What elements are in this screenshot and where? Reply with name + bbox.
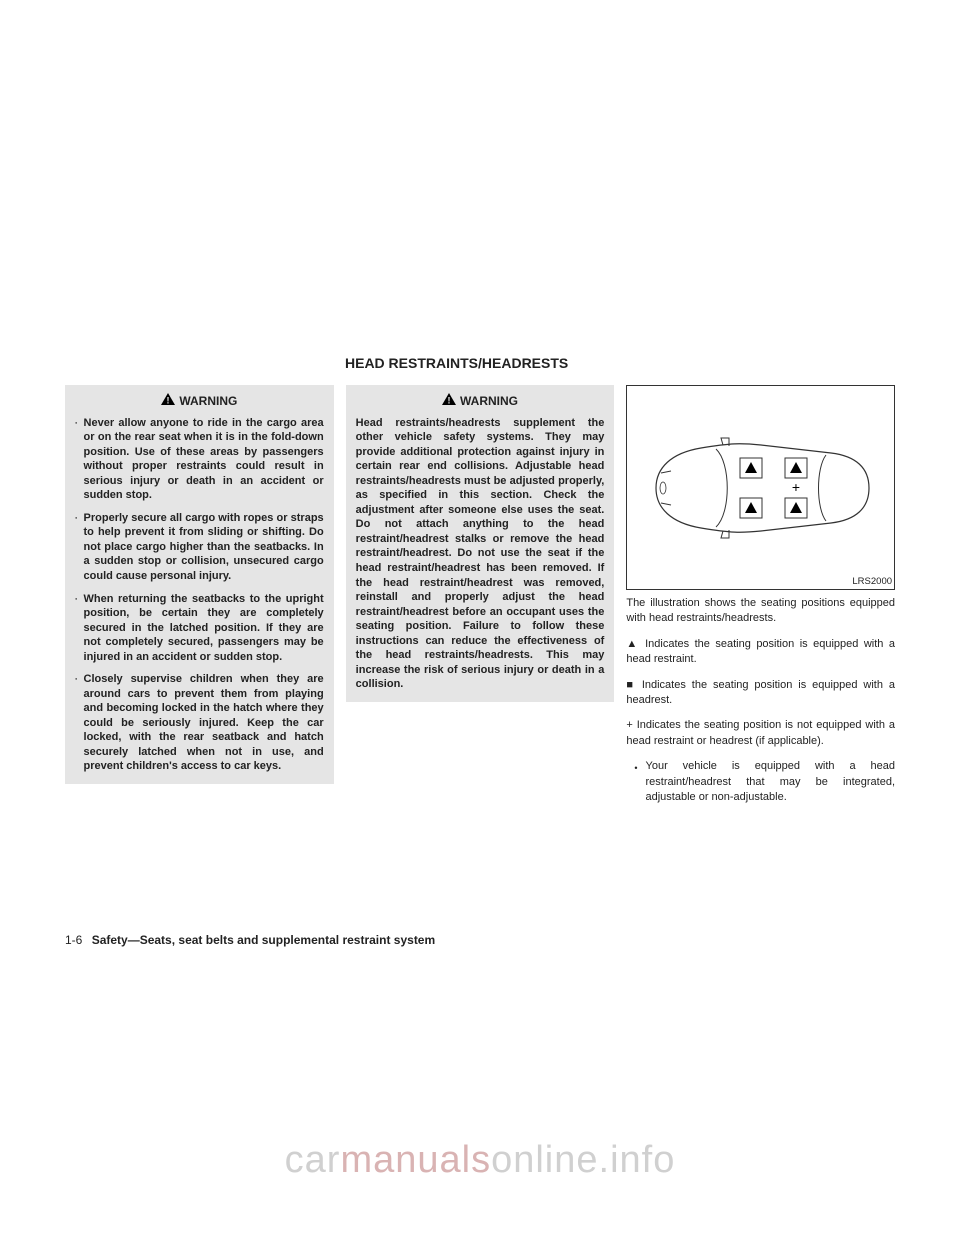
column-2: ! WARNING Head restraints/headrests supp…: [346, 385, 615, 805]
warning-label-1: WARNING: [179, 394, 237, 410]
dot-icon: •: [634, 759, 637, 805]
bullet-text: Your vehicle is equipped with a head res…: [646, 759, 896, 805]
svg-text:!: !: [167, 396, 170, 406]
warning-text: Closely supervise children when they are…: [84, 672, 324, 774]
warning-item: ∙ Never allow anyone to ride in the carg…: [75, 416, 324, 503]
columns-wrapper: ! WARNING ∙ Never allow anyone to ride i…: [65, 385, 895, 805]
watermark-part2: manuals: [340, 1139, 491, 1181]
warning-text: Never allow anyone to ride in the cargo …: [84, 416, 324, 503]
warning-header-2: ! WARNING: [356, 393, 605, 410]
column-1: ! WARNING ∙ Never allow anyone to ride i…: [65, 385, 334, 805]
bullet-icon: ∙: [75, 592, 78, 665]
car-diagram: +: [641, 413, 881, 563]
footer-title: Safety—Seats, seat belts and supplementa…: [92, 933, 435, 947]
figure-label: LRS2000: [852, 576, 892, 587]
warning-item: ∙ Properly secure all cargo with ropes o…: [75, 511, 324, 584]
watermark-part1: car: [285, 1139, 341, 1181]
warning-text: When returning the seatbacks to the upri…: [84, 592, 324, 665]
bullet-icon: ∙: [75, 416, 78, 503]
warning-icon: !: [442, 393, 456, 410]
warning-box-1: ! WARNING ∙ Never allow anyone to ride i…: [65, 385, 334, 784]
warning-header-1: ! WARNING: [75, 393, 324, 410]
warning-item: ∙ When returning the seatbacks to the up…: [75, 592, 324, 665]
triangle-text: ▲ Indicates the seating position is equi…: [626, 637, 895, 668]
watermark-part3: online.info: [491, 1139, 675, 1181]
intro-text: The illustration shows the seating posit…: [626, 596, 895, 627]
bullet-icon: ∙: [75, 511, 78, 584]
plus-text: + Indicates the seating position is not …: [626, 718, 895, 749]
column-3: + LRS2000 The illustration shows the sea…: [626, 385, 895, 805]
page-number: 1-6: [65, 933, 82, 947]
warning-icon: !: [161, 393, 175, 410]
warning-box-2: ! WARNING Head restraints/headrests supp…: [346, 385, 615, 702]
square-text: ■ Indicates the seating position is equi…: [626, 678, 895, 709]
svg-text:!: !: [448, 396, 451, 406]
warning-label-2: WARNING: [460, 394, 518, 410]
watermark: carmanualsonline.info: [285, 1139, 676, 1182]
page-footer: 1-6 Safety—Seats, seat belts and supplem…: [65, 933, 435, 947]
bullet-item: • Your vehicle is equipped with a head r…: [634, 759, 895, 805]
section-title: HEAD RESTRAINTS/HEADRESTS: [345, 355, 895, 371]
figure-box: + LRS2000: [626, 385, 895, 590]
warning-item: ∙ Closely supervise children when they a…: [75, 672, 324, 774]
page-content: HEAD RESTRAINTS/HEADRESTS ! WARNING ∙ Ne…: [0, 0, 960, 805]
warning-text: Properly secure all cargo with ropes or …: [84, 511, 324, 584]
warning-paragraph: Head restraints/headrests supplement the…: [356, 416, 605, 692]
bullet-icon: ∙: [75, 672, 78, 774]
svg-text:+: +: [792, 479, 800, 495]
